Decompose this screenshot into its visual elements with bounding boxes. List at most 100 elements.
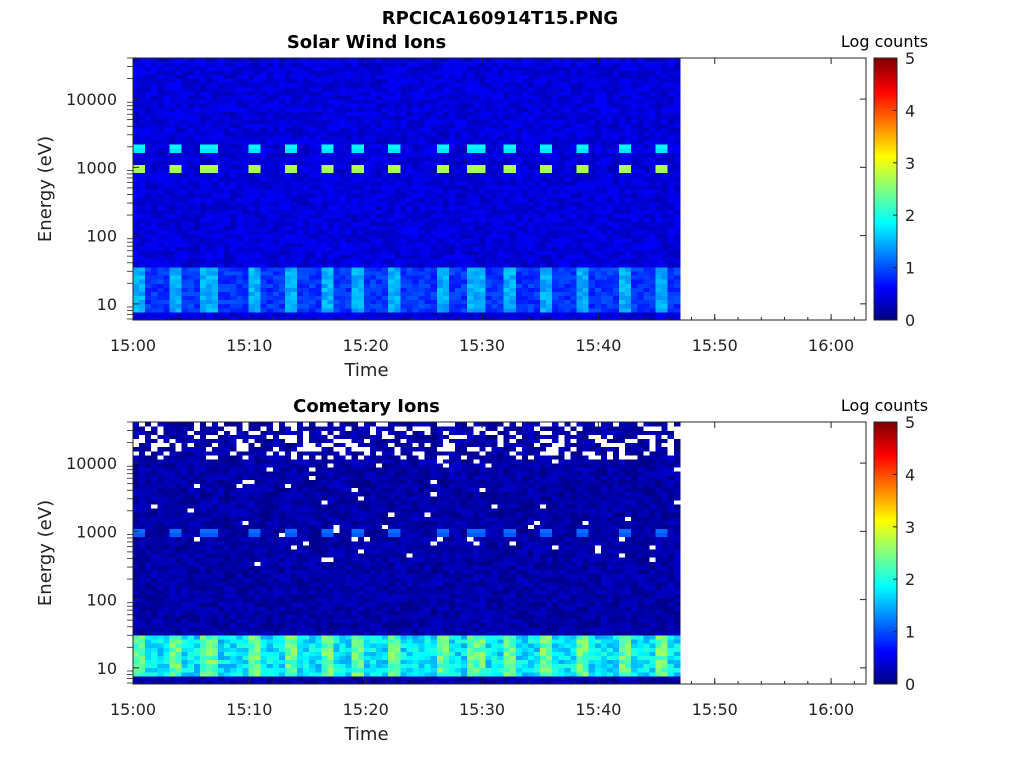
heatmap-cell — [339, 143, 347, 149]
heatmap-cell — [448, 107, 456, 112]
heatmap-cell — [163, 205, 171, 211]
heatmap-cell — [133, 156, 140, 161]
heatmap-cell — [473, 234, 480, 239]
heatmap-cell — [418, 193, 426, 198]
heatmap-cell — [540, 274, 547, 280]
heatmap-cell — [133, 160, 140, 166]
heatmap-cell — [254, 164, 262, 170]
heatmap-cell — [351, 119, 359, 125]
heatmap-cell — [151, 213, 158, 219]
heatmap-cell — [424, 246, 432, 251]
heatmap-cell — [290, 299, 298, 305]
heatmap-cell — [303, 238, 310, 243]
heatmap-cell — [242, 184, 250, 190]
heatmap-cell — [388, 168, 395, 174]
heatmap-cell — [321, 193, 329, 198]
heatmap-cell — [394, 131, 401, 137]
heatmap-cell — [339, 90, 347, 96]
heatmap-cell — [133, 291, 140, 297]
heatmap-cell — [558, 135, 565, 141]
heatmap-cell — [175, 172, 183, 178]
heatmap-cell — [515, 197, 523, 202]
heatmap-cell — [582, 258, 590, 264]
heatmap-cell — [400, 189, 408, 194]
heatmap-cell — [284, 180, 292, 186]
heatmap-cell — [357, 303, 365, 309]
heatmap-cell — [290, 66, 298, 71]
heatmap-cell — [515, 119, 523, 125]
heatmap-cell — [382, 209, 389, 215]
heatmap-cell — [394, 225, 401, 231]
heatmap-cell — [448, 78, 456, 84]
heatmap-cell — [224, 131, 231, 137]
heatmap-cell — [461, 135, 468, 141]
heatmap-cell — [382, 148, 389, 153]
heatmap-cell — [376, 184, 383, 190]
heatmap-cell — [552, 148, 559, 153]
heatmap-cell — [461, 295, 468, 301]
heatmap-cell — [345, 189, 353, 194]
heatmap-cell — [236, 205, 243, 211]
heatmap-cell — [558, 197, 565, 202]
heatmap-cell — [600, 311, 608, 317]
heatmap-cell — [467, 258, 474, 264]
heatmap-cell — [133, 238, 140, 243]
heatmap-cell — [570, 299, 578, 305]
heatmap-cell — [284, 274, 292, 280]
heatmap-cell — [436, 274, 444, 280]
heatmap-cell — [473, 78, 480, 84]
heatmap-cell — [564, 295, 572, 301]
heatmap-cell — [133, 127, 140, 133]
heatmap-cell — [260, 135, 268, 141]
heatmap-cell — [205, 229, 213, 235]
heatmap-cell — [315, 201, 322, 206]
heatmap-cell — [382, 279, 389, 284]
heatmap-cell — [266, 131, 274, 137]
heatmap-cell — [242, 250, 250, 256]
heatmap-cell — [272, 197, 280, 202]
heatmap-cell — [473, 143, 480, 149]
heatmap-cell — [418, 78, 426, 84]
heatmap-cell — [394, 254, 401, 260]
heatmap-cell — [546, 148, 553, 153]
heatmap-cell — [588, 156, 596, 161]
heatmap-cell — [236, 135, 243, 141]
heatmap-cell — [534, 221, 541, 227]
heatmap-cell — [266, 209, 274, 215]
heatmap-cell — [467, 213, 474, 219]
heatmap-cell — [588, 295, 596, 301]
heatmap-cell — [145, 246, 152, 251]
heatmap-cell — [400, 254, 408, 260]
heatmap-cell — [382, 246, 389, 251]
heatmap-cell — [211, 315, 219, 321]
heatmap-cell — [230, 201, 237, 206]
heatmap-cell — [400, 74, 408, 80]
heatmap-cell — [278, 262, 286, 268]
heatmap-cell — [290, 234, 298, 239]
heatmap-cell — [388, 205, 395, 211]
heatmap-cell — [369, 189, 377, 194]
heatmap-cell — [600, 266, 608, 272]
heatmap-cell — [218, 250, 225, 256]
heatmap-cell — [594, 176, 602, 182]
heatmap-cell — [546, 115, 553, 120]
heatmap-cell — [382, 258, 389, 264]
heatmap-cell — [540, 119, 547, 125]
heatmap-cell — [175, 283, 183, 288]
heatmap-cell — [363, 131, 371, 137]
heatmap-cell — [205, 246, 213, 251]
heatmap-cell — [187, 184, 195, 190]
heatmap-cell — [309, 184, 316, 190]
heatmap-cell — [297, 78, 304, 84]
heatmap-cell — [278, 62, 286, 67]
heatmap-cell — [357, 266, 365, 272]
heatmap-cell — [363, 156, 371, 161]
heatmap-cell — [540, 143, 547, 149]
heatmap-cell — [260, 143, 268, 149]
heatmap-cell — [448, 66, 456, 71]
heatmap-cell — [558, 107, 565, 112]
heatmap-cell — [455, 180, 462, 186]
heatmap-cell — [582, 291, 590, 297]
heatmap-cell — [376, 90, 383, 96]
heatmap-cell — [497, 107, 505, 112]
